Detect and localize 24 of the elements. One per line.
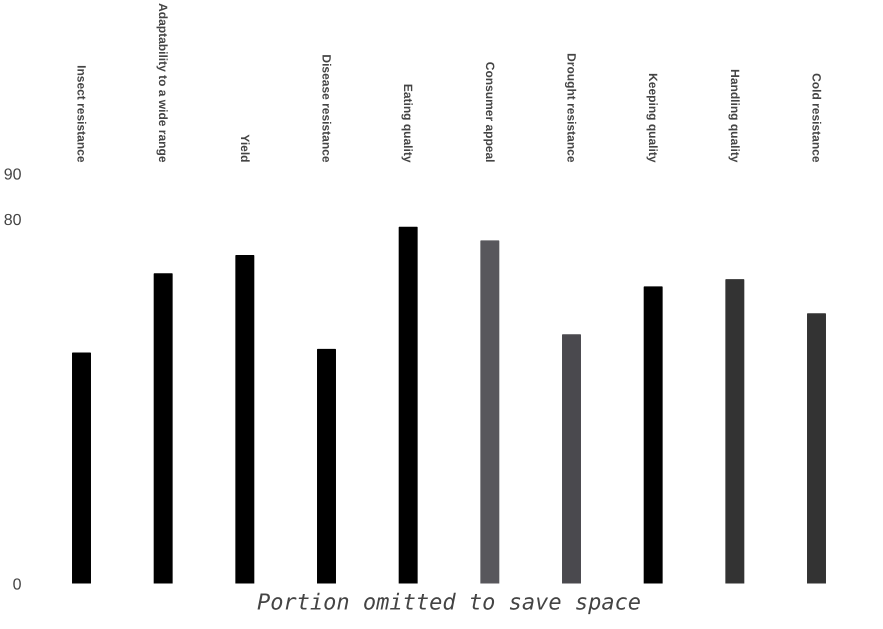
x-tick-label: Cold resistance <box>810 73 824 163</box>
text: Portion omitted to save space <box>256 590 642 616</box>
y-tick-label: 80 <box>4 212 22 230</box>
bar <box>317 348 336 584</box>
x-tick-label: Yield <box>238 134 252 163</box>
x-tick-label: Consumer appeal <box>482 62 497 163</box>
bar <box>725 279 744 584</box>
x-tick-label: Eating quality <box>401 84 416 163</box>
y-tick-label: 0 <box>12 576 22 594</box>
bar <box>644 286 663 584</box>
bar <box>154 273 173 584</box>
bar <box>72 352 91 584</box>
bar <box>562 334 581 584</box>
x-tick-label: Handling quality <box>728 69 742 163</box>
x-tick-label: Insect resistance <box>74 65 88 163</box>
bar <box>480 240 500 584</box>
bar <box>235 255 254 584</box>
x-tick-label: Disease resistance <box>320 54 334 163</box>
bar <box>807 313 826 584</box>
y-tick-label: 90 <box>4 166 22 184</box>
x-tick-label: Adaptability to a wide range <box>156 3 170 163</box>
bar <box>398 226 418 584</box>
x-tick-label: Keeping quality <box>646 73 660 163</box>
x-tick-label: Drought resistance <box>564 53 578 163</box>
